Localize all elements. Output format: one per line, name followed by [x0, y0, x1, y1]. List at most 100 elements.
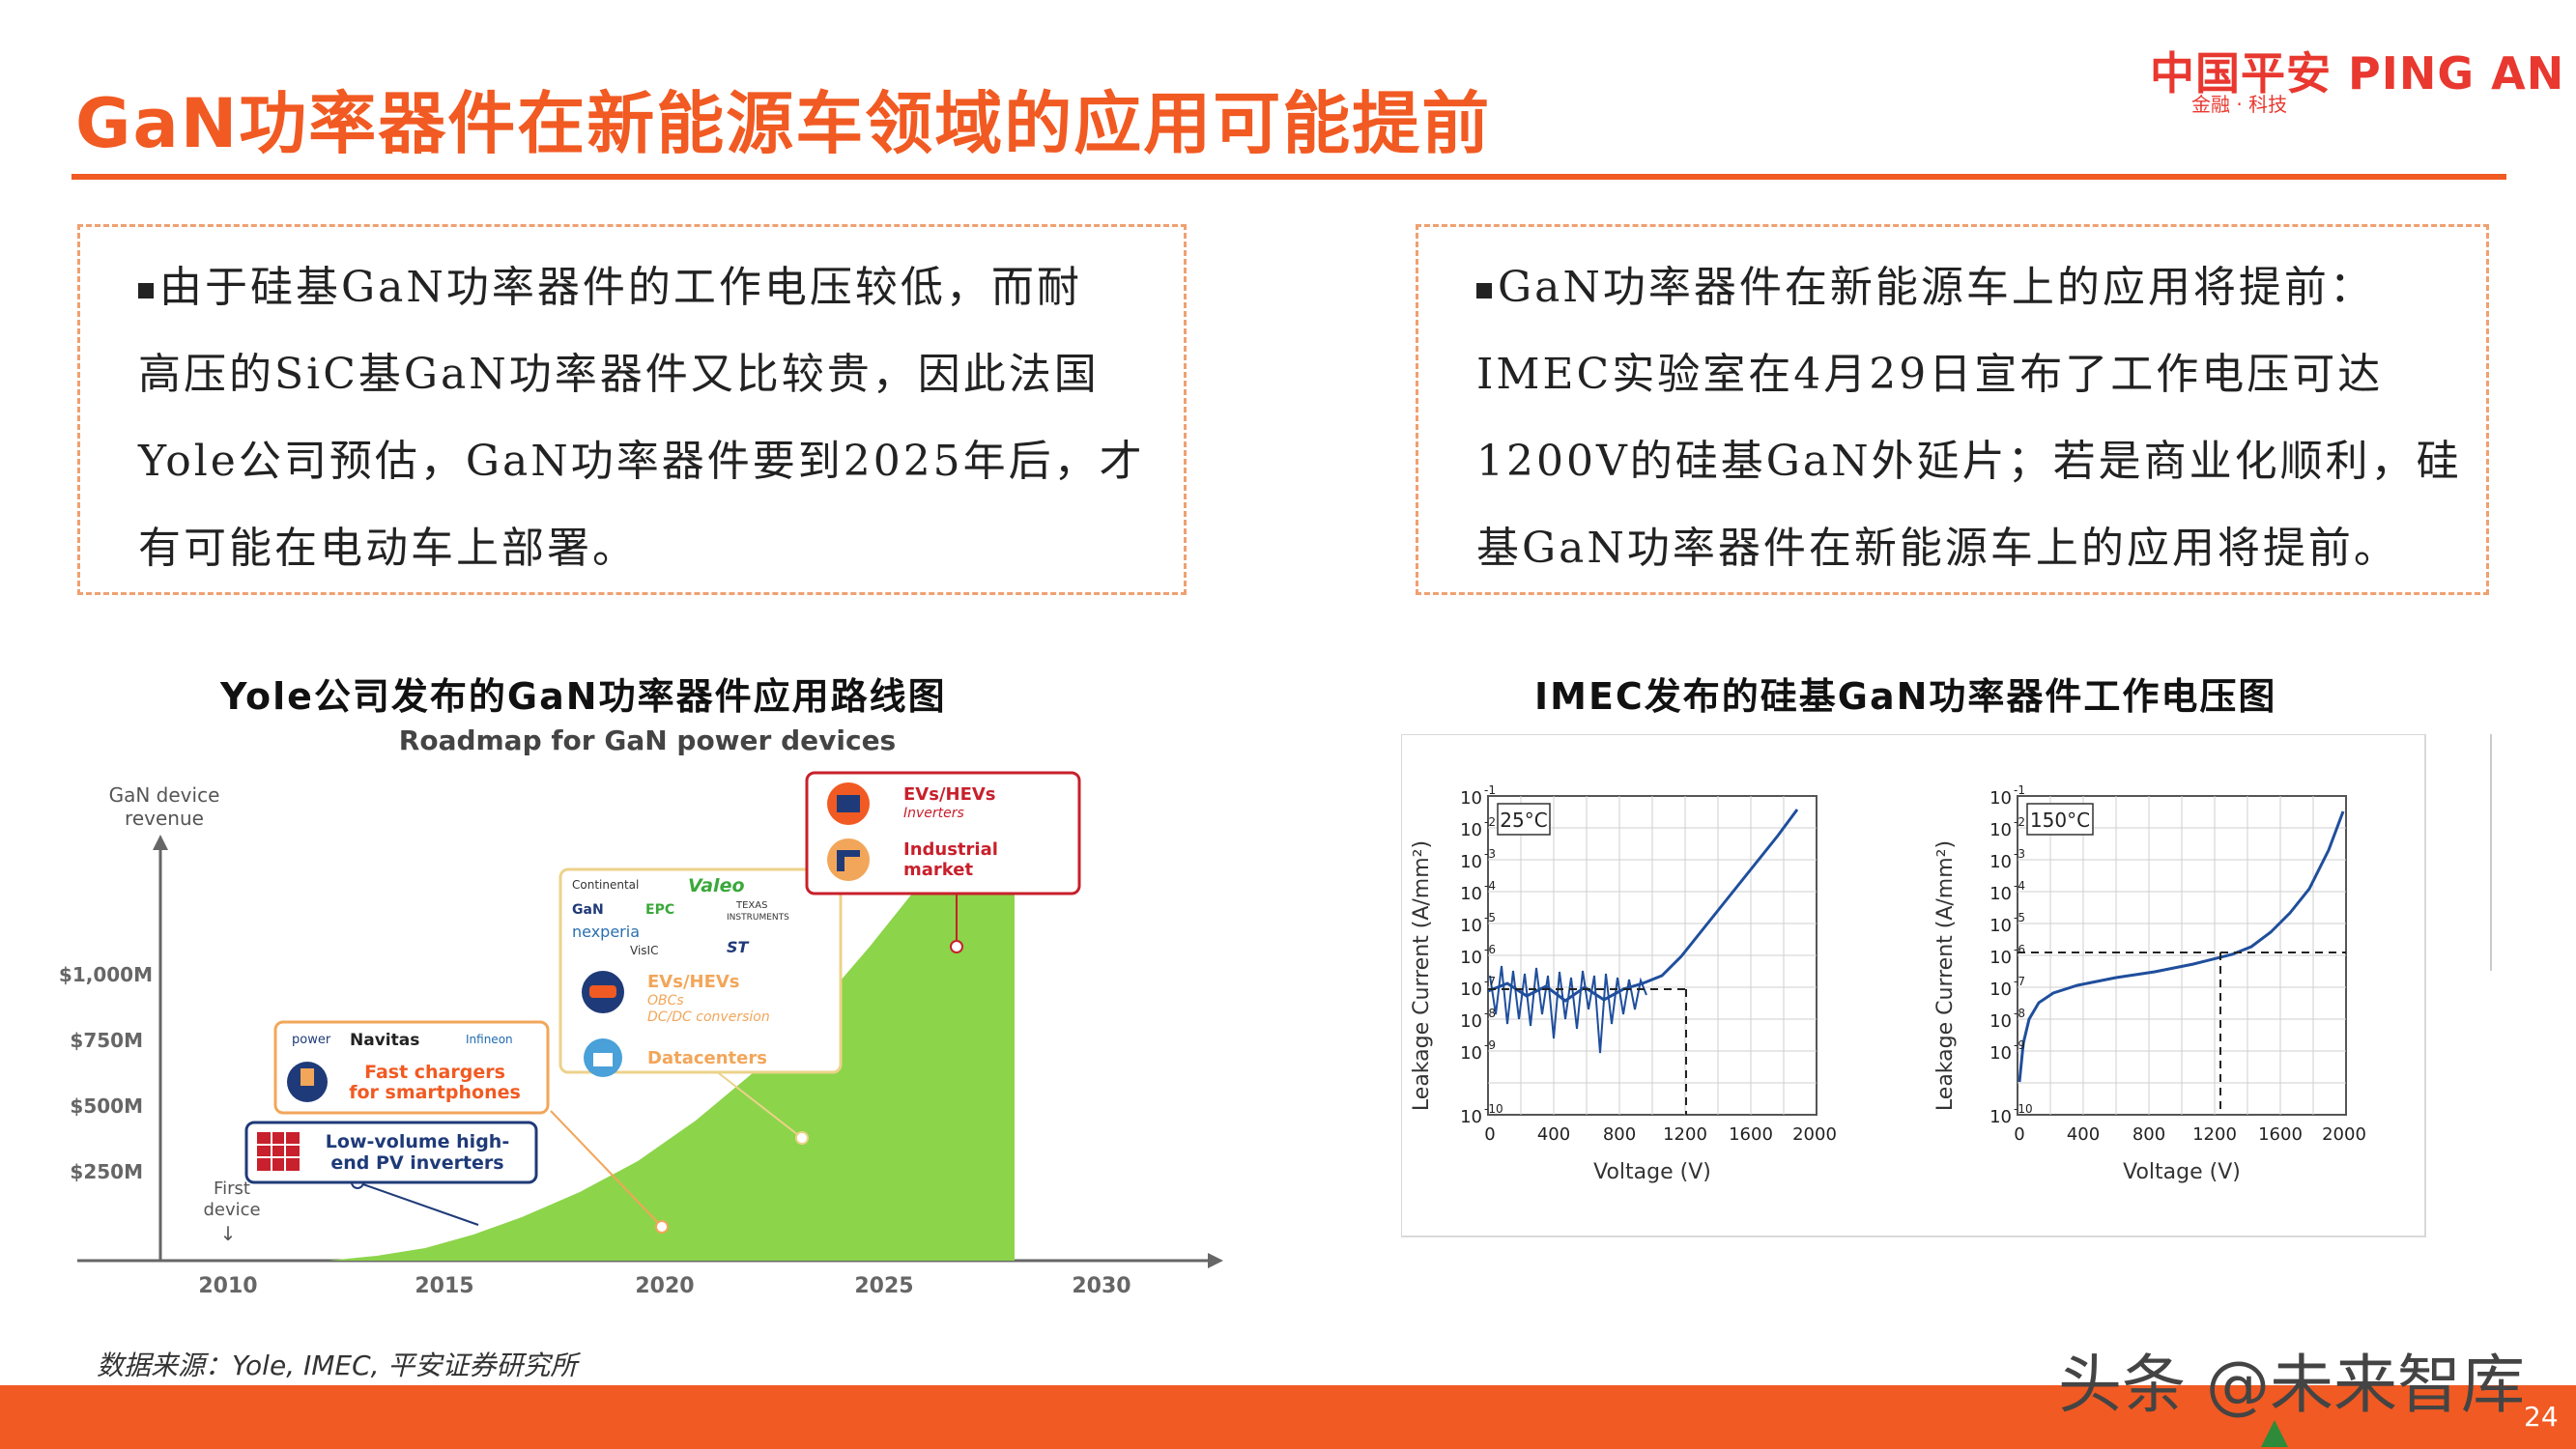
ping-an-logo: 中国平安 PING AN — [2150, 47, 2565, 99]
ev-datacenters-callout — [558, 867, 843, 1074]
charger-logo: Infineon — [466, 1033, 513, 1046]
pv-inverters-callout — [244, 1121, 538, 1184]
ev-callout-text: EVs/HEVs — [647, 972, 740, 992]
x-tick-label: 2030 — [1072, 1274, 1131, 1298]
svg-text:-5: -5 — [1484, 911, 1496, 924]
svg-text:-6: -6 — [2014, 943, 2025, 956]
left-text-box: 由于硅基GaN功率器件的工作电压较低，而耐 高压的SiC基GaN功率器件又比较贵… — [77, 224, 1187, 595]
x-tick-label: 2025 — [854, 1274, 913, 1298]
charger-logo: Navitas — [350, 1031, 419, 1050]
company-logo: Valeo — [688, 875, 745, 896]
svg-text:10: 10 — [1989, 1043, 2012, 1064]
svg-text:10: 10 — [1989, 980, 2012, 1000]
leader-line-chargers — [550, 1110, 663, 1228]
industrial-text: Industrial — [903, 839, 998, 860]
svg-text:800: 800 — [1603, 1124, 1636, 1145]
y-tick-label: $500M — [70, 1094, 143, 1118]
leader-line-ev — [714, 1069, 803, 1139]
svg-text:0: 0 — [1484, 1124, 1495, 1145]
noise-trace — [1489, 965, 1647, 1054]
temp-label: 25°C — [1500, 809, 1547, 832]
pv-callout-text: end PV inverters — [330, 1152, 503, 1174]
ev-inverters-text: EVs/HEVs — [903, 784, 996, 805]
x-tick-label: 2020 — [635, 1274, 694, 1298]
svg-text:2000: 2000 — [1792, 1124, 1837, 1145]
svg-text:10: 10 — [1460, 916, 1482, 936]
svg-text:-1: -1 — [2014, 783, 2025, 797]
x-axis-label: Voltage (V) — [1593, 1160, 1711, 1184]
marker-chargers — [655, 1220, 669, 1234]
svg-text:-7: -7 — [1484, 975, 1496, 988]
right-box-line: 基GaN功率器件在新能源车上的应用将提前。 — [1476, 524, 2399, 573]
logo-tagline: 金融 · 科技 — [2191, 93, 2288, 116]
temp-label-box — [1497, 803, 1551, 836]
x-axis-arrow-icon — [1208, 1253, 1223, 1268]
svg-text:10: 10 — [1460, 788, 1482, 809]
ev-callout-text: OBCs — [647, 993, 684, 1009]
ev-callout-text: DC/DC conversion — [647, 1009, 770, 1025]
svg-text:-5: -5 — [2014, 911, 2025, 924]
temp-label: 150°C — [2030, 809, 2090, 832]
company-logo: TEXAS — [735, 900, 767, 911]
y-tick-label: $1,000M — [59, 963, 153, 986]
pv-callout-text: Low-volume high- — [326, 1131, 509, 1152]
roadmap-caption: Yole公司发布的GaN功率器件应用路线图 — [220, 675, 947, 718]
svg-text:-6: -6 — [1484, 943, 1496, 956]
svg-text:800: 800 — [2132, 1124, 2165, 1145]
svg-text:-3: -3 — [2014, 847, 2025, 861]
y-axis-arrow-icon — [153, 835, 168, 850]
svg-text:10: 10 — [1989, 820, 2012, 840]
y-axis-label: revenue — [125, 807, 204, 830]
svg-text:-2: -2 — [1484, 815, 1496, 829]
fast-chargers-callout — [273, 1020, 550, 1115]
ev-inverters-text: Inverters — [903, 806, 964, 821]
y-tick-label: $750M — [70, 1029, 143, 1052]
left-box-line: 有可能在电动车上部署。 — [138, 524, 638, 573]
voltage-figure-caption: IMEC发布的硅基GaN功率器件工作电压图 — [1534, 675, 2277, 718]
y-axis-label: GaN device — [109, 783, 220, 807]
svg-text:1600: 1600 — [2258, 1124, 2303, 1145]
chargers-callout-text: Fast chargers — [364, 1062, 505, 1083]
right-box-line: IMEC实验室在4月29日宣布了工作电压可达 — [1476, 350, 2384, 399]
revenue-area — [329, 787, 1015, 1261]
svg-text:-2: -2 — [2014, 815, 2025, 829]
marker-ev — [795, 1131, 809, 1145]
svg-text:10: 10 — [1460, 1011, 1482, 1032]
svg-text:0: 0 — [2014, 1124, 2024, 1145]
chargers-callout-text: for smartphones — [349, 1082, 521, 1103]
svg-text:-4: -4 — [2014, 879, 2025, 893]
svg-text:10: 10 — [1460, 980, 1482, 1000]
marker-industrial — [950, 940, 963, 953]
svg-text:10: 10 — [1460, 1107, 1482, 1127]
company-logo: nexperia — [572, 923, 640, 941]
footer-bar — [0, 1385, 2576, 1449]
leader-line-pv — [357, 1181, 479, 1226]
company-logo: Continental — [572, 878, 639, 892]
left-box-line: 由于硅基GaN功率器件的工作电压较低，而耐 — [138, 244, 1162, 331]
svg-text:1200: 1200 — [2192, 1124, 2237, 1145]
panel-25c: Leakage Current (A/mm²) 25°C 10 10 10 10 10 1… — [1410, 783, 1837, 1184]
svg-text:400: 400 — [1537, 1124, 1570, 1145]
svg-text:-7: -7 — [2014, 975, 2025, 988]
page-title: GaN功率器件在新能源车领域的应用可能提前 — [75, 84, 1492, 163]
robot-arm-icon — [827, 838, 870, 881]
svg-text:-4: -4 — [1484, 879, 1496, 893]
svg-text:-9: -9 — [1484, 1038, 1496, 1052]
datacenters-callout-text: Datacenters — [647, 1048, 767, 1068]
svg-text:10: 10 — [1460, 948, 1482, 968]
roadmap-title: Roadmap for GaN power devices — [399, 724, 896, 756]
title-divider — [72, 174, 2506, 180]
svg-text:10: 10 — [1460, 884, 1482, 904]
svg-text:400: 400 — [2067, 1124, 2100, 1145]
svg-text:-10: -10 — [2014, 1102, 2033, 1116]
first-device-label: device — [203, 1200, 260, 1220]
svg-text:10: 10 — [1460, 820, 1482, 840]
svg-text:10: 10 — [1989, 884, 2012, 904]
page-number: 24 — [2524, 1401, 2559, 1433]
roadmap-figure: Roadmap for GaN power devices GaN device… — [59, 724, 1223, 1298]
right-box-line: 1200V的硅基GaN外延片；若是商业化顺利，硅 — [1476, 437, 2462, 486]
y-tick-label: $250M — [70, 1160, 143, 1183]
left-box-text: 由于硅基GaN功率器件的工作电压较低，而耐 高压的SiC基GaN功率器件又比较贵… — [138, 244, 1162, 592]
ev-industrial-callout — [805, 771, 1081, 895]
watermark: 头条 @未来智库 — [2058, 1348, 2525, 1422]
